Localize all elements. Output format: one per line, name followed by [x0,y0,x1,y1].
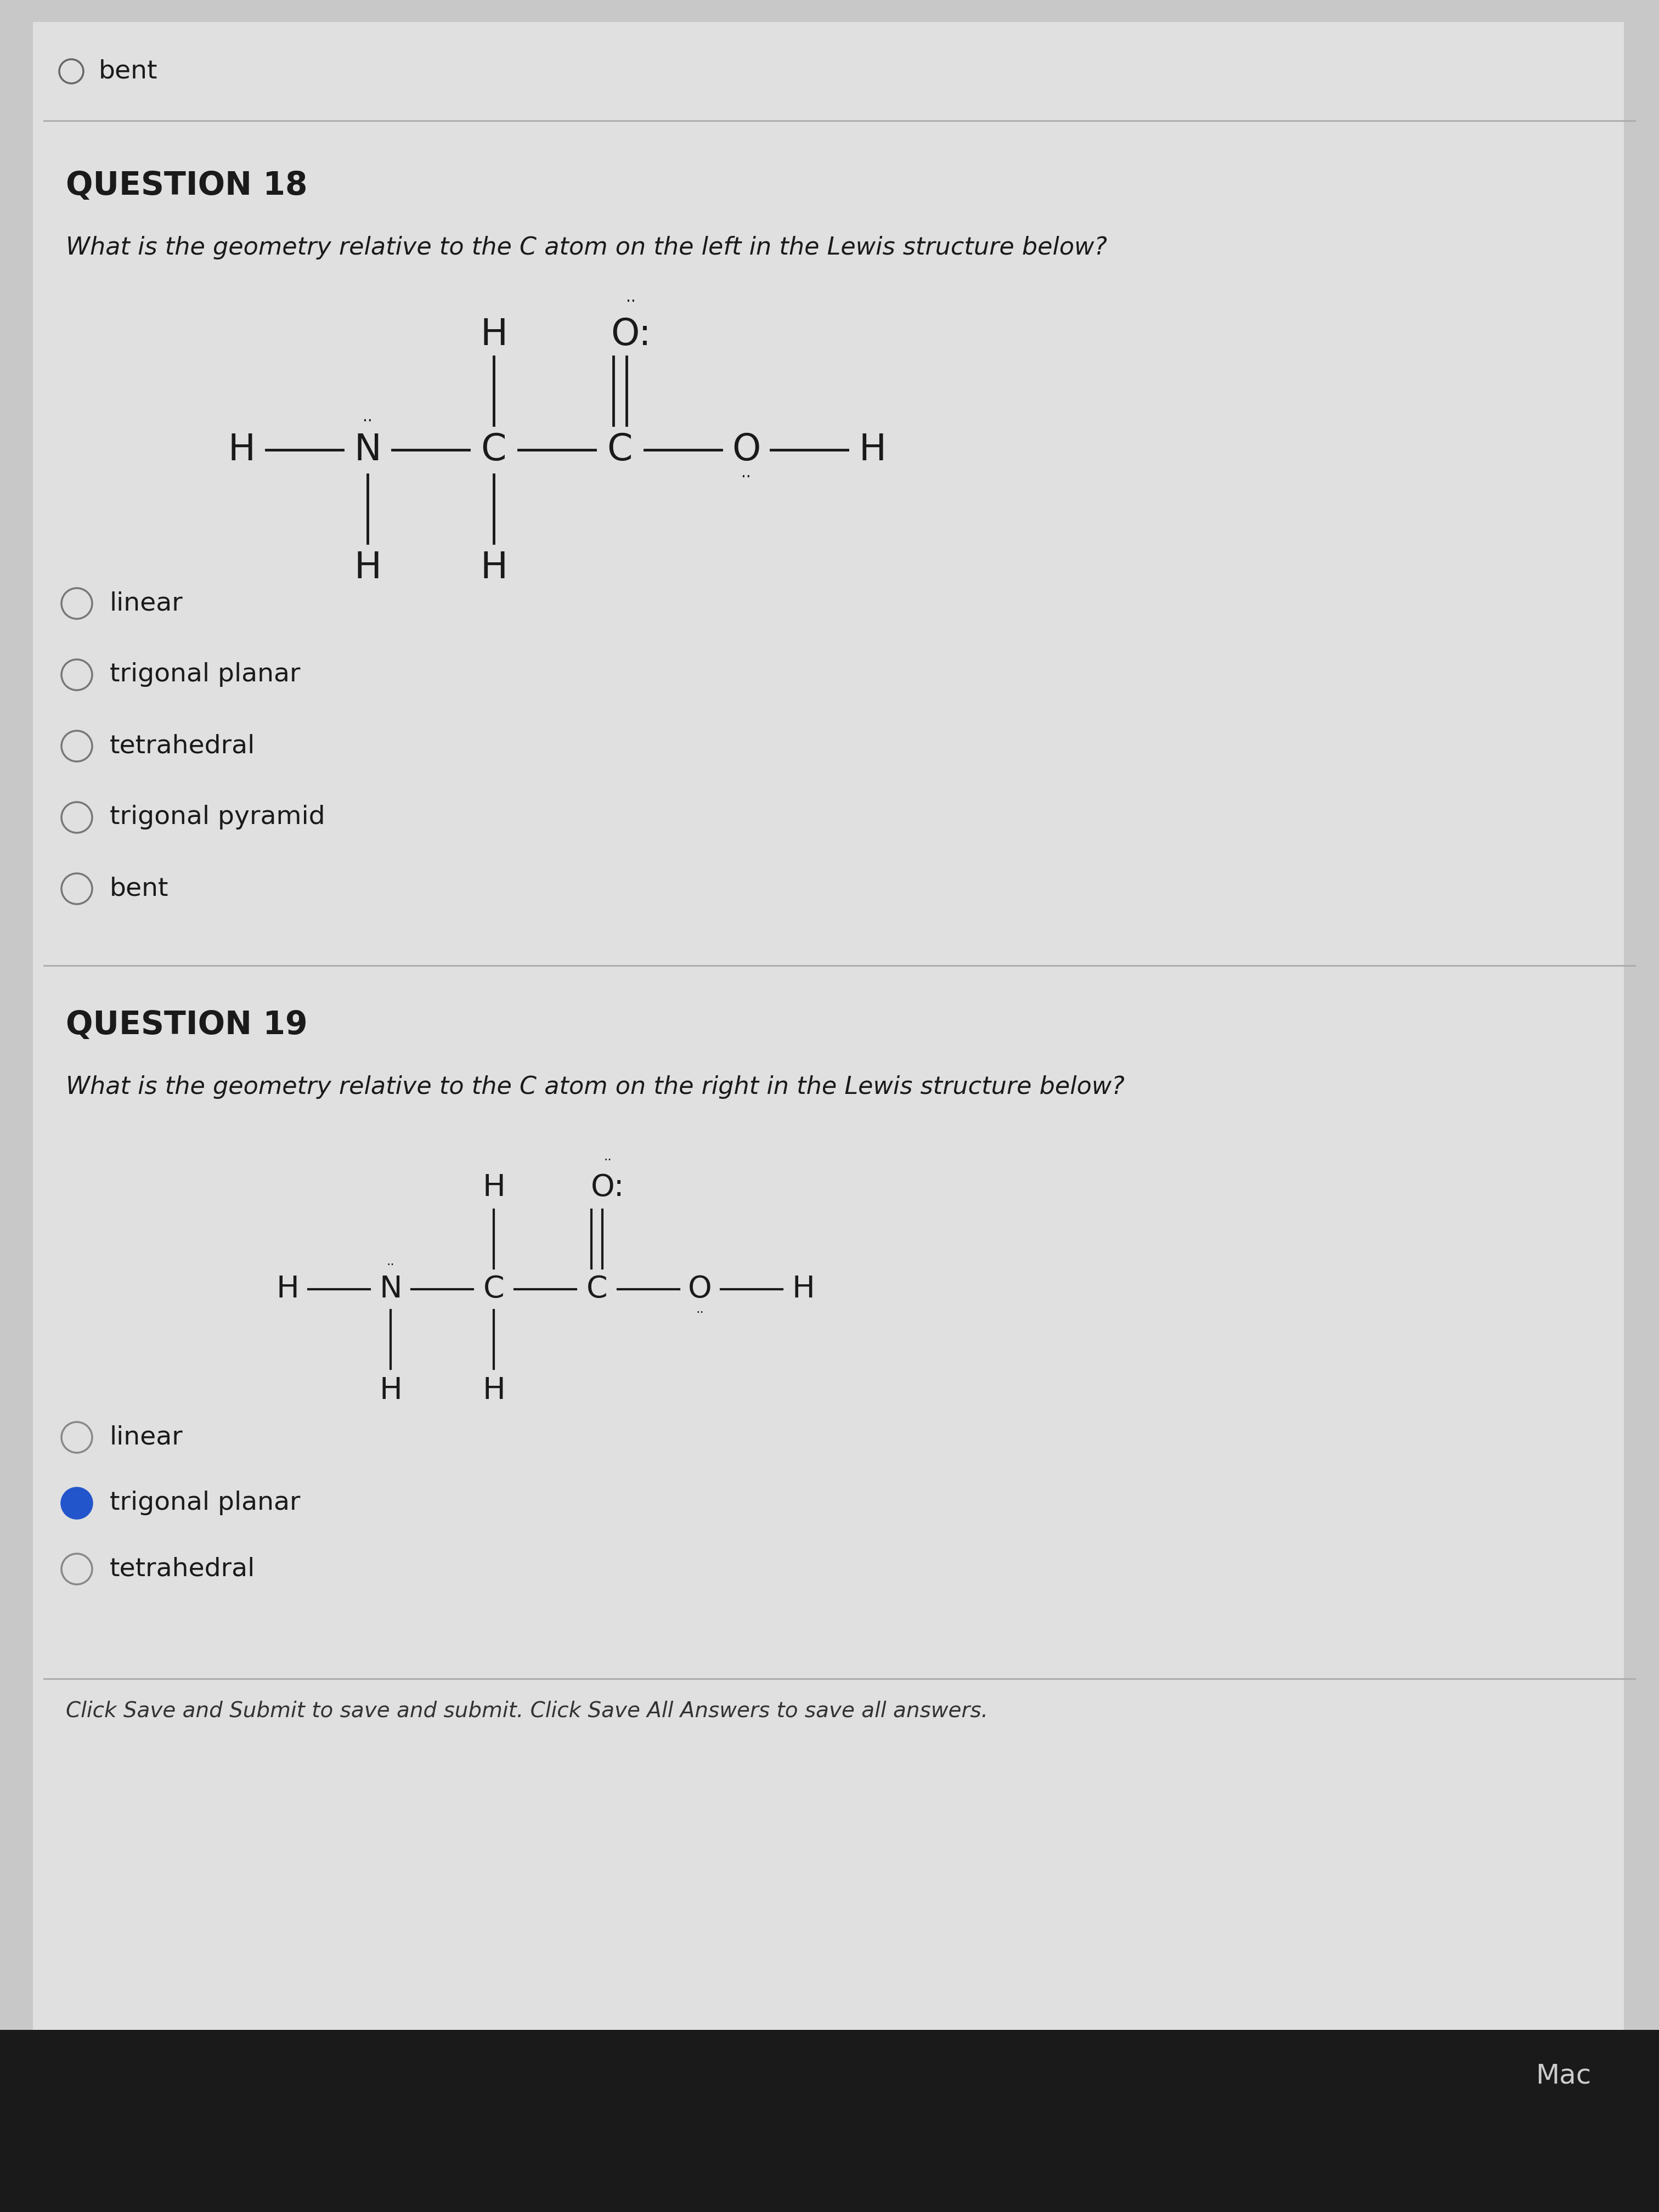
Text: tetrahedral: tetrahedral [109,734,255,759]
Text: N: N [353,431,382,469]
Text: O:: O: [611,316,650,352]
Text: Mac: Mac [1536,2064,1591,2088]
Text: tetrahedral: tetrahedral [109,1557,255,1582]
Bar [0,2031,1659,2212]
Text: O: O [688,1274,712,1305]
Text: ··: ·· [742,469,752,484]
Text: H: H [227,431,255,469]
Text: What is the geometry relative to the C atom on the right in the Lewis structure : What is the geometry relative to the C a… [66,1075,1125,1099]
Text: ··: ·· [363,414,372,429]
Circle shape [61,1489,93,1520]
Text: H: H [859,431,886,469]
Text: QUESTION 19: QUESTION 19 [66,1009,307,1040]
Text: O:: O: [591,1172,625,1203]
Text: bent: bent [100,60,158,84]
Text: H: H [353,551,382,586]
Text: What is the geometry relative to the C atom on the left in the Lewis structure b: What is the geometry relative to the C a… [66,237,1107,259]
Text: bent: bent [109,876,169,900]
Text: QUESTION 18: QUESTION 18 [66,170,307,201]
Text: trigonal planar: trigonal planar [109,661,300,688]
Text: N: N [380,1274,401,1305]
Text: H: H [275,1274,299,1305]
Text: trigonal pyramid: trigonal pyramid [109,805,325,830]
Text: C: C [481,431,506,469]
Text: Click Save and Submit to save and submit. Click Save All Answers to save all ans: Click Save and Submit to save and submit… [66,1701,989,1721]
Text: ··: ·· [387,1259,395,1272]
Text: H: H [380,1376,401,1405]
Text: O: O [732,431,760,469]
Text: linear: linear [109,1425,182,1449]
Text: linear: linear [109,591,182,615]
Text: ··: ·· [604,1155,612,1168]
Text: H: H [479,316,508,352]
Text: ··: ·· [697,1307,703,1318]
Text: trigonal planar: trigonal planar [109,1491,300,1515]
Text: C: C [586,1274,607,1305]
Text: H: H [483,1172,506,1203]
Text: C: C [607,431,632,469]
Text: ··: ·· [625,294,635,310]
Text: H: H [479,551,508,586]
Text: C: C [483,1274,504,1305]
Text: H: H [791,1274,815,1305]
Text: H: H [483,1376,506,1405]
